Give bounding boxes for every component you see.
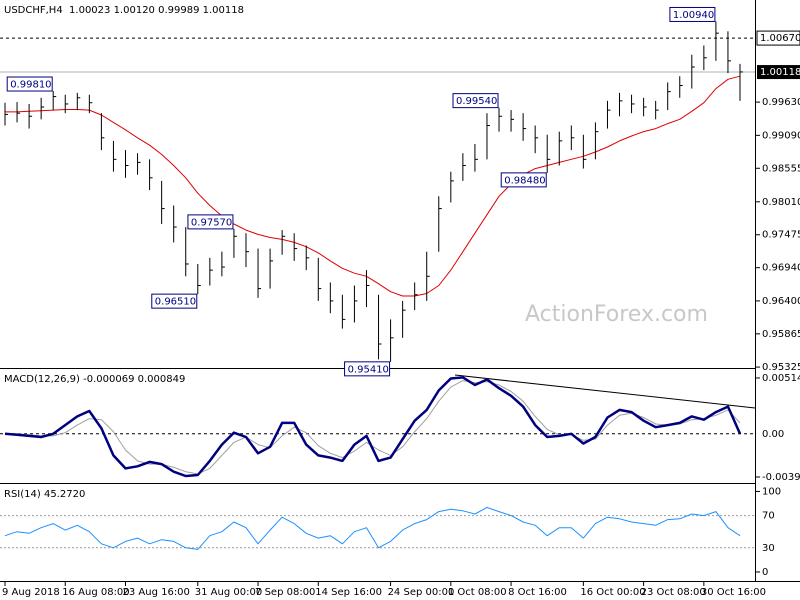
x-tick-label: 23 Oct 08:00 <box>641 587 706 598</box>
y-tick-label: 0.99630 <box>762 97 800 108</box>
annotation-label: 1.00940 <box>673 10 714 21</box>
rsi-line <box>4 507 741 550</box>
annotation-box <box>669 6 716 22</box>
annotation-label: 0.99540 <box>456 96 497 107</box>
y-tick-label: 70 <box>762 511 775 522</box>
y-tick-label: -0.003989 <box>762 472 800 483</box>
annotation-label: 0.99810 <box>10 80 51 91</box>
last-price-box <box>757 65 800 80</box>
y-tick-label: 100 <box>762 486 781 497</box>
annotation-box <box>452 93 499 109</box>
annotation-box <box>187 214 234 230</box>
annotation-box <box>344 361 391 377</box>
y-tick-label: 0.98555 <box>762 163 800 174</box>
last-price-label: 1.00118 <box>760 67 800 78</box>
annotation-label: 0.96510 <box>155 297 196 308</box>
x-tick-label: 24 Sep 00:00 <box>388 587 455 598</box>
annotation-label: 0.97570 <box>191 217 232 228</box>
x-tick-label: 31 Aug 00:00 <box>195 587 262 598</box>
chart-title: USDCHF,H4 1.00023 1.00120 0.99989 1.0011… <box>4 5 244 16</box>
level-label: 1.00670 <box>760 33 800 44</box>
annotation-label: 0.95410 <box>348 364 389 375</box>
y-tick-label: 0.95325 <box>762 362 800 373</box>
watermark: ActionForex.com <box>525 302 708 327</box>
level-box <box>756 30 800 46</box>
x-tick-label: 9 Aug 2018 <box>2 587 60 598</box>
x-tick-label: 1 Oct 08:00 <box>448 587 507 598</box>
annotation-label: 0.98480 <box>504 175 545 186</box>
y-tick-label: 30 <box>762 543 775 554</box>
y-tick-label: 0.005145 <box>762 373 800 384</box>
y-tick-label: 0.96940 <box>762 263 800 274</box>
trend-line <box>454 374 756 409</box>
panel-title: MACD(12,26,9) -0.000069 0.000849 <box>4 374 185 385</box>
x-tick-label: 14 Sep 16:00 <box>315 587 382 598</box>
annotation-box <box>500 172 547 188</box>
moving-average <box>5 75 741 297</box>
y-tick-label: 0.96400 <box>762 296 800 307</box>
y-tick-label: 0.00 <box>762 429 784 440</box>
y-tick-label: 0.98010 <box>762 197 800 208</box>
x-tick-label: 30 Oct 16:00 <box>701 587 766 598</box>
x-tick-label: 16 Aug 08:00 <box>62 587 129 598</box>
y-tick-label: 0.95865 <box>762 329 800 340</box>
annotation-box <box>151 293 198 309</box>
y-tick-label: 0.99090 <box>762 130 800 141</box>
macd-line <box>4 376 742 478</box>
x-tick-label: 16 Oct 00:00 <box>580 587 645 598</box>
panel-title: RSI(14) 45.2720 <box>4 489 85 500</box>
y-tick-label: 0.97475 <box>762 230 800 241</box>
annotation-box <box>6 76 53 92</box>
y-tick-label: 0 <box>762 567 768 578</box>
x-tick-label: 23 Aug 16:00 <box>122 587 189 598</box>
x-tick-label: 7 Sep 08:00 <box>255 587 315 598</box>
x-tick-label: 8 Oct 16:00 <box>508 587 567 598</box>
